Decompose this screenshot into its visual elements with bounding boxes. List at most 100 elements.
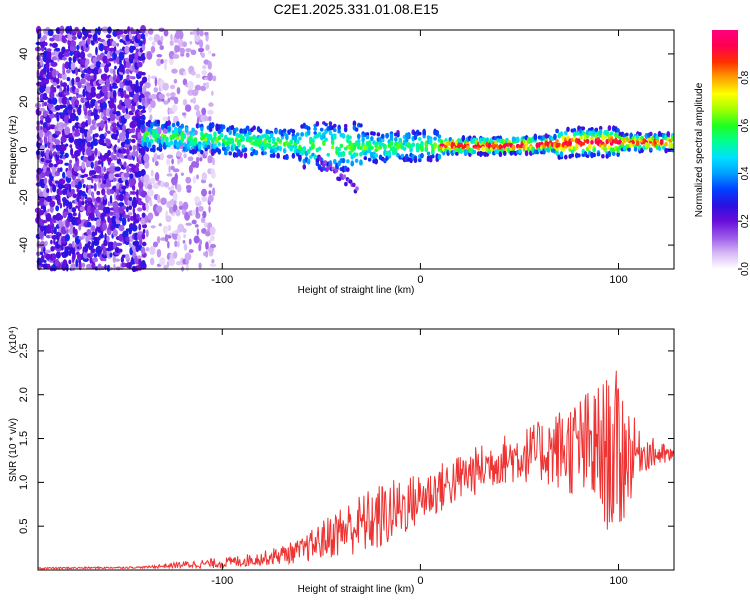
spectrogram-cell-1055 xyxy=(128,196,133,202)
spectrogram-cell-1092 xyxy=(132,206,136,215)
spectrogram-cell-1724 xyxy=(200,149,204,155)
spectrogram-cell-2250 xyxy=(428,137,433,144)
spectrogram-cell-938 xyxy=(118,248,123,253)
spectrogram-x-tick-label: -100 xyxy=(211,274,233,286)
spectrogram-cell-1502 xyxy=(193,104,200,111)
spectrogram-cell-1987 xyxy=(315,120,320,127)
spectrogram-cell-59 xyxy=(39,144,45,152)
spectrogram-cell-1270 xyxy=(148,36,154,41)
spectrogram-cell-1103 xyxy=(131,138,136,144)
spectrogram-cell-1484 xyxy=(191,89,199,97)
spectrogram-cell-945 xyxy=(118,193,124,202)
spectrogram-cell-1300 xyxy=(155,205,163,213)
spectrogram-cell-1315 xyxy=(159,257,166,266)
spectrogram-cell-1532 xyxy=(200,85,207,92)
spectrogram-cell-1143 xyxy=(136,102,139,107)
spectrogram-cell-2027 xyxy=(333,158,337,165)
spectrogram-cell-1418 xyxy=(178,205,184,210)
spectrogram-cell-2150 xyxy=(385,133,389,139)
spectrogram-cell-190 xyxy=(47,29,54,37)
spectrogram-cell-1571 xyxy=(207,72,213,82)
spectrogram-cell-933 xyxy=(116,42,120,47)
spectrogram-cell-1586 xyxy=(211,53,216,57)
spectrogram-cell-2209 xyxy=(411,142,416,148)
spectrogram-cell-1535 xyxy=(201,69,207,76)
spectrogram-cell-894 xyxy=(112,68,116,77)
spectrogram-cell-1531 xyxy=(201,107,207,116)
spectrogram-cell-2590 xyxy=(577,153,581,158)
spectrogram-cell-672 xyxy=(92,138,99,147)
spectrogram-cell-428 xyxy=(70,61,76,71)
spectrogram-cell-1343 xyxy=(163,29,169,37)
spectrogram-cell-119 xyxy=(47,263,51,269)
spectrogram-cell-244 xyxy=(55,153,60,161)
spectrogram-cell-1650 xyxy=(167,126,171,132)
spectrogram-cell-1348 xyxy=(167,224,172,232)
spectrogram-cell-196 xyxy=(51,235,59,240)
spectrogram-cell-2058 xyxy=(346,167,350,173)
spectrogram-cell-2225 xyxy=(417,131,422,136)
spectrogram-cell-781 xyxy=(102,102,107,110)
spectrogram-cell-1203 xyxy=(142,228,146,234)
spectrogram-cell-406 xyxy=(72,233,76,238)
spectrogram-cell-320 xyxy=(61,96,68,105)
spectrogram-cell-426 xyxy=(71,77,75,87)
spectrogram-cell-2176 xyxy=(396,132,400,138)
spectrogram-cell-385 xyxy=(68,135,75,143)
spectrogram-cell-1487 xyxy=(192,29,197,36)
spectrogram-cell-273 xyxy=(58,189,63,196)
snr-x-axis: -100 0 100 xyxy=(211,329,628,587)
snr-x-tick-label: 100 xyxy=(609,575,627,587)
spectrogram-cell-1198 xyxy=(141,260,146,267)
spectrogram-cell-1009 xyxy=(125,253,130,261)
spectrogram-cell-1574 xyxy=(209,263,217,267)
colorbar-tick-label: 0.0 xyxy=(740,262,750,276)
spectrogram-cell-2626 xyxy=(592,147,596,153)
spectrogram-cell-2038 xyxy=(337,124,341,132)
spectrogram-cell-2571 xyxy=(568,140,572,147)
spectrogram-cell-2080 xyxy=(354,158,359,163)
spectrogram-cell-443 xyxy=(75,205,79,209)
spectrogram-cell-1331 xyxy=(164,233,169,243)
spectrogram-cell-1881 xyxy=(267,138,272,144)
spectrogram-cell-1318 xyxy=(160,181,165,188)
spectrogram-cell-2063 xyxy=(348,135,352,140)
spectrogram-cell-417 xyxy=(71,154,76,159)
spectrogram-cell-1268 xyxy=(147,74,151,83)
spectrogram-cell-127 xyxy=(45,212,52,222)
spectrogram-cell-270 xyxy=(59,218,63,228)
spectrogram-cell-1750 xyxy=(210,122,215,129)
spectrogram-cell-834 xyxy=(108,241,115,249)
figure-title: C2E1.2025.331.01.08.E15 xyxy=(273,1,438,17)
spectrogram-cell-1930 xyxy=(289,140,294,145)
spectrogram-cell-379 xyxy=(68,183,72,193)
spectrogram-cell-1475 xyxy=(191,219,197,225)
spectrogram-cell-1282 xyxy=(150,45,156,53)
spectrogram-cell-531 xyxy=(80,73,86,79)
spectrogram-cell-2078 xyxy=(354,152,359,157)
spectrogram-cell-1221 xyxy=(142,105,146,111)
spectrogram-cell-1171 xyxy=(138,175,141,182)
spectrogram-cell-895 xyxy=(114,65,117,70)
spectrogram-cell-384 xyxy=(69,144,73,149)
spectrogram-cell-986 xyxy=(123,161,127,168)
spectrogram-cell-627 xyxy=(90,203,94,208)
spectrogram-cell-1234 xyxy=(145,247,150,252)
spectrogram-cell-1030 xyxy=(125,106,129,115)
spectrogram-cell-694 xyxy=(96,211,102,219)
spectrogram-cell-359 xyxy=(66,84,70,93)
spectrogram-cell-464 xyxy=(74,88,80,94)
spectrogram-cell-1982 xyxy=(313,154,317,160)
spectrogram-cell-944 xyxy=(118,202,125,207)
spectrogram-cell-1354 xyxy=(166,158,171,166)
spectrogram-cell-1381 xyxy=(174,240,178,248)
spectrogram-cell-2029 xyxy=(333,128,337,133)
spectrogram-cell-1036 xyxy=(126,74,131,81)
spectrogram-cell-1349 xyxy=(165,215,172,223)
spectrogram-cell-1770 xyxy=(219,127,224,133)
spectrogram-cell-1519 xyxy=(199,30,204,37)
spectrogram-cell-2256 xyxy=(431,148,435,153)
spectrogram-cell-1765 xyxy=(217,148,222,155)
spectrogram-cell-632 xyxy=(89,170,97,175)
spectrogram-cell-1436 xyxy=(182,201,189,210)
